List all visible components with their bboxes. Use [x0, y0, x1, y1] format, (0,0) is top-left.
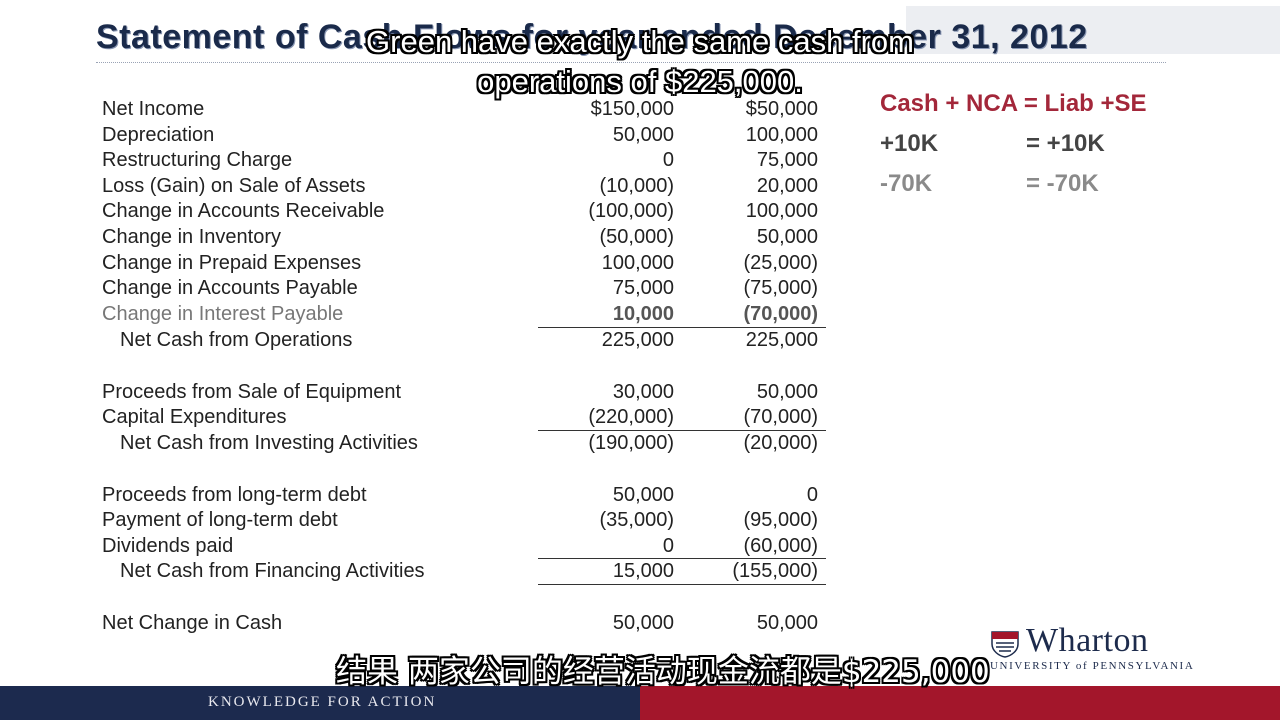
company-a-value: 15,000	[612, 560, 674, 582]
table-row: Depreciation 50,000 100,000	[102, 122, 824, 148]
company-b-value: (155,000)	[732, 560, 818, 582]
footer-bar-navy	[0, 686, 640, 720]
subtitle-caption-chinese: 结果 两家公司的经营活动现金流都是$225,000	[336, 654, 990, 690]
top-right-panel	[906, 6, 1280, 54]
row-label: Capital Expenditures	[102, 406, 287, 428]
company-a-value: 50,000	[612, 124, 674, 146]
table-row: Dividends paid 0 (60,000)	[102, 533, 824, 559]
row-label: Loss (Gain) on Sale of Assets	[102, 175, 366, 197]
footer-tagline: KNOWLEDGE FOR ACTION	[208, 694, 437, 710]
row-label: Net Change in Cash	[102, 612, 283, 634]
company-b-value: 50,000	[756, 226, 818, 248]
company-a-value: 100,000	[601, 252, 674, 274]
company-b-value: (70,000)	[743, 406, 819, 428]
row-label: Change in Interest Payable	[102, 303, 344, 325]
row-label: Dividends paid	[102, 535, 234, 557]
row-label: Net Cash from Investing Activities	[120, 432, 418, 454]
company-a-value: 50,000	[612, 612, 674, 634]
table-row: Change in Interest Payable 10,000 (70,00…	[102, 301, 824, 327]
table-row: Restructuring Charge 0 75,000	[102, 147, 824, 173]
company-b-value: 225,000	[745, 329, 818, 351]
equation-right: = +10K	[1026, 130, 1105, 157]
company-a-value: 30,000	[612, 381, 674, 403]
company-b-value: (95,000)	[743, 509, 819, 531]
company-a-value: (50,000)	[599, 226, 675, 248]
company-a-value: 10,000	[612, 303, 674, 325]
subtitle-caption-english: Green have exactly the same cash from op…	[366, 24, 914, 99]
subtotal-row: Net Cash from Financing Activities 15,00…	[102, 558, 824, 584]
equation-left: +10K	[880, 130, 939, 157]
company-b-value: (60,000)	[743, 535, 819, 557]
footer-bar-crimson	[640, 686, 1280, 720]
company-a-value: 0	[662, 149, 674, 171]
company-b-value: (75,000)	[743, 277, 819, 299]
table-row: Change in Accounts Payable 75,000 (75,00…	[102, 275, 824, 301]
table-row: Net Income $150,000 $50,000	[102, 96, 824, 122]
table-row: Capital Expenditures (220,000) (70,000)	[102, 404, 824, 430]
row-label: Payment of long-term debt	[102, 509, 338, 531]
title-divider	[96, 62, 1166, 63]
company-b-value: 0	[806, 484, 818, 506]
company-b-value: (20,000)	[743, 432, 819, 454]
subtotal-rule	[538, 327, 826, 328]
subtotal-row: Net Cash from Operations 225,000 225,000	[102, 327, 824, 353]
company-a-value: $150,000	[590, 98, 674, 120]
wharton-logo: Wharton UNIVERSITY of PENNSYLVANIA	[990, 622, 1193, 672]
company-a-value: 50,000	[612, 484, 674, 506]
company-a-value: 75,000	[612, 277, 674, 299]
subtotal-rule	[538, 558, 826, 559]
subtotal-rule	[538, 430, 826, 431]
table-row: Change in Prepaid Expenses 100,000 (25,0…	[102, 250, 824, 276]
row-label: Net Income	[102, 98, 205, 120]
row-label: Change in Accounts Receivable	[102, 200, 385, 222]
company-b-value: 100,000	[745, 200, 818, 222]
company-b-value: $50,000	[745, 98, 818, 120]
row-label: Net Cash from Operations	[120, 329, 353, 351]
equation-row-decrease: -70K = -70K	[880, 170, 1180, 200]
total-row: Net Change in Cash 50,000 50,000	[102, 610, 824, 636]
company-b-value: 50,000	[756, 612, 818, 634]
company-a-value: (190,000)	[588, 432, 674, 454]
row-label: Proceeds from Sale of Equipment	[102, 381, 402, 403]
row-label: Net Cash from Financing Activities	[120, 560, 425, 582]
penn-shield-icon	[991, 631, 1019, 658]
company-a-value: (10,000)	[599, 175, 675, 197]
row-label: Restructuring Charge	[102, 149, 293, 171]
company-a-value: 225,000	[601, 329, 674, 351]
subtotal-row: Net Cash from Investing Activities (190,…	[102, 430, 824, 456]
row-label: Change in Accounts Payable	[102, 277, 358, 299]
table-row: Change in Accounts Receivable (100,000) …	[102, 198, 824, 224]
company-a-value: 0	[662, 535, 674, 557]
total-rule	[538, 584, 826, 585]
table-row: Change in Inventory (50,000) 50,000	[102, 224, 824, 250]
company-b-value: (25,000)	[743, 252, 819, 274]
slide-title: Statement of Cash Flows for year ended D…	[96, 18, 1088, 56]
equation-right: = -70K	[1026, 170, 1099, 197]
company-b-value: 75,000	[756, 149, 818, 171]
row-label: Depreciation	[102, 124, 215, 146]
company-b-value: (70,000)	[743, 303, 819, 325]
row-label: Proceeds from long-term debt	[102, 484, 367, 506]
company-b-value: 100,000	[745, 124, 818, 146]
company-a-value: (100,000)	[588, 200, 674, 222]
accounting-equation: Cash + NCA = Liab +SE	[880, 90, 1147, 117]
company-b-value: 50,000	[756, 381, 818, 403]
equation-row-increase: +10K = +10K	[880, 130, 1180, 160]
company-a-value: (35,000)	[599, 509, 675, 531]
equation-left: -70K	[880, 170, 933, 197]
row-label: Change in Prepaid Expenses	[102, 252, 362, 274]
table-row: Proceeds from long-term debt 50,000 0	[102, 482, 824, 508]
company-a-value: (220,000)	[588, 406, 674, 428]
logo-wordmark: Wharton	[1026, 622, 1149, 659]
company-b-value: 20,000	[756, 175, 818, 197]
row-label: Change in Inventory	[102, 226, 282, 248]
logo-subtitle: UNIVERSITY of PENNSYLVANIA	[990, 660, 1195, 672]
table-row: Payment of long-term debt (35,000) (95,0…	[102, 507, 824, 533]
table-row: Loss (Gain) on Sale of Assets (10,000) 2…	[102, 173, 824, 199]
table-row: Proceeds from Sale of Equipment 30,000 5…	[102, 379, 824, 405]
